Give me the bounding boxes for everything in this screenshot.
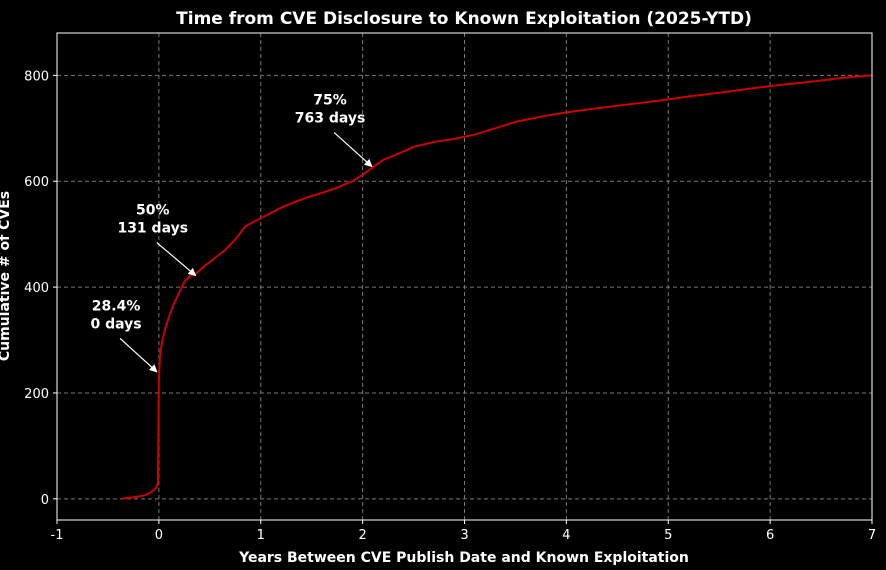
annotation-days: 0 days — [91, 316, 142, 332]
plot-frame — [56, 32, 873, 521]
annotation-days: 763 days — [295, 110, 366, 126]
x-tick-label: 0 — [155, 528, 163, 543]
y-tick-label: 600 — [24, 175, 49, 190]
x-tick-label: 3 — [460, 528, 468, 543]
x-tick-label: -1 — [51, 528, 64, 543]
annotation-days: 131 days — [117, 221, 188, 237]
annotation-percent: 28.4% — [92, 298, 141, 314]
grid — [57, 33, 872, 520]
x-tick-label: 2 — [358, 528, 366, 543]
x-tick-label: 7 — [868, 528, 876, 543]
y-tick-label: 800 — [24, 69, 49, 84]
series — [121, 74, 873, 500]
x-tick-label: 1 — [257, 528, 265, 543]
x-tick-label: 5 — [664, 528, 672, 543]
annotation-arrow — [119, 337, 158, 373]
y-tick-label: 200 — [24, 387, 49, 402]
x-axis-label: Years Between CVE Publish Date and Known… — [238, 550, 689, 566]
annotation-percent: 50% — [136, 203, 170, 219]
cumulative-line — [121, 74, 873, 500]
x-tick-label: 4 — [562, 528, 570, 543]
ticks: -1 0 1 2 3 4 5 6 7 0 200 400 600 800 — [24, 69, 876, 543]
x-tick-label: 6 — [766, 528, 774, 543]
y-tick-label: 400 — [24, 281, 49, 296]
annotation-arrow — [333, 132, 373, 168]
y-tick-label: 0 — [41, 493, 49, 508]
annotations: 28.4% 0 days 50% 131 days 75% 763 days — [91, 92, 373, 373]
annotation-arrow — [156, 242, 197, 277]
chart-title: Time from CVE Disclosure to Known Exploi… — [176, 9, 752, 29]
annotation-percent: 75% — [313, 92, 347, 108]
y-axis-label: Cumulative # of CVEs — [0, 191, 13, 361]
